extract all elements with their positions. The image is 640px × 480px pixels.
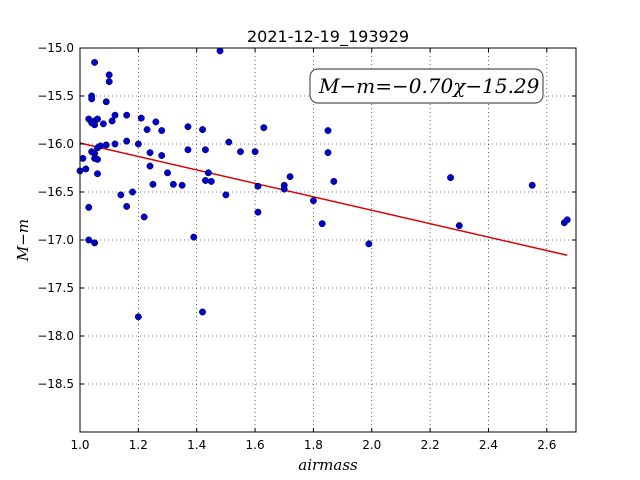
data-point (447, 174, 454, 182)
data-point (324, 127, 332, 135)
chart-title: 2021-12-19_193929 (247, 27, 409, 47)
data-point (91, 121, 99, 129)
x-tick-label: 1.4 (187, 438, 206, 452)
data-point (152, 118, 160, 126)
data-point (455, 222, 463, 230)
x-tick-label: 1.0 (70, 438, 89, 452)
annotation-box (309, 68, 544, 104)
fit-line-layer (79, 142, 568, 256)
data-point (108, 117, 116, 125)
x-tick-label: 1.6 (246, 438, 265, 452)
data-point (137, 114, 145, 122)
data-point (184, 146, 192, 154)
data-point (202, 146, 209, 154)
data-point (365, 240, 373, 248)
data-point (254, 208, 262, 216)
fit-equation: M−m=−0.70χ−15.29 (318, 74, 540, 98)
data-point (91, 239, 99, 247)
y-tick-label: −15.0 (37, 41, 74, 55)
x-tick-label: 1.8 (304, 438, 323, 452)
data-point (330, 177, 338, 185)
data-point (204, 169, 212, 177)
data-point (94, 155, 101, 163)
data-point (94, 115, 101, 123)
data-point (117, 191, 125, 199)
data-point (225, 138, 233, 146)
data-point (260, 124, 268, 132)
axis-ticks: 1.0 1.2 1.4 1.6 1.8 2.0 2.2 2.4 2.6 −15.0 −15.5 −16… (37, 41, 576, 452)
y-tick-label: −17.5 (37, 281, 74, 295)
data-point (149, 180, 157, 188)
data-point (123, 137, 131, 145)
x-tick-label: 2.6 (537, 438, 556, 452)
x-tick-label: 2.2 (421, 438, 440, 452)
data-point (216, 47, 224, 55)
data-point (318, 220, 326, 228)
data-point (178, 181, 186, 189)
data-point (158, 127, 166, 135)
data-point (164, 169, 171, 177)
data-point (202, 177, 209, 184)
x-axis-label: airmass (298, 456, 358, 474)
data-point (309, 197, 317, 205)
data-point (102, 98, 110, 106)
data-point (111, 111, 119, 119)
data-point (88, 95, 96, 103)
data-point (140, 213, 148, 221)
y-tick-label: −18.5 (37, 377, 74, 391)
data-point (129, 188, 136, 196)
data-point (528, 181, 536, 189)
data-point (82, 165, 90, 173)
y-tick-label: −17.0 (37, 233, 74, 247)
x-tick-label: 1.2 (129, 438, 148, 452)
data-point (286, 173, 294, 181)
data-point (143, 126, 151, 134)
data-point (251, 148, 259, 156)
data-point (254, 182, 262, 190)
y-tick-label: −15.5 (37, 89, 74, 103)
data-point (105, 78, 113, 86)
data-point (134, 140, 142, 148)
y-tick-label: −18.0 (37, 329, 74, 343)
x-tick-label: 2.0 (362, 438, 381, 452)
x-tick-label: 2.4 (479, 438, 498, 452)
data-point (85, 236, 93, 244)
data-point (79, 154, 87, 162)
data-point (99, 120, 107, 128)
data-point (199, 308, 206, 316)
data-point (563, 216, 571, 224)
data-point (123, 111, 131, 119)
data-point (169, 180, 177, 188)
fit-equation-box: M−m=−0.70χ−15.29 (309, 68, 544, 104)
data-point (123, 202, 131, 210)
data-point (85, 203, 93, 211)
y-tick-label: −16.0 (37, 137, 74, 151)
data-point (111, 140, 119, 148)
data-point (222, 191, 230, 199)
data-point (96, 142, 104, 150)
data-point (280, 185, 288, 193)
data-point (94, 170, 101, 178)
y-tick-label: −16.5 (37, 185, 74, 199)
data-point (91, 58, 99, 66)
data-points (76, 47, 571, 321)
data-point (146, 149, 154, 157)
data-point (105, 71, 113, 79)
data-point (237, 148, 244, 156)
data-point (324, 149, 332, 157)
data-point (158, 152, 166, 159)
data-point (102, 141, 110, 149)
data-point (199, 126, 206, 134)
data-point (190, 233, 198, 241)
fit-line (79, 142, 568, 256)
y-axis-label: M−m (14, 219, 32, 262)
data-point (207, 177, 215, 185)
data-point (146, 162, 154, 170)
data-point (134, 313, 142, 321)
data-point (184, 123, 192, 131)
